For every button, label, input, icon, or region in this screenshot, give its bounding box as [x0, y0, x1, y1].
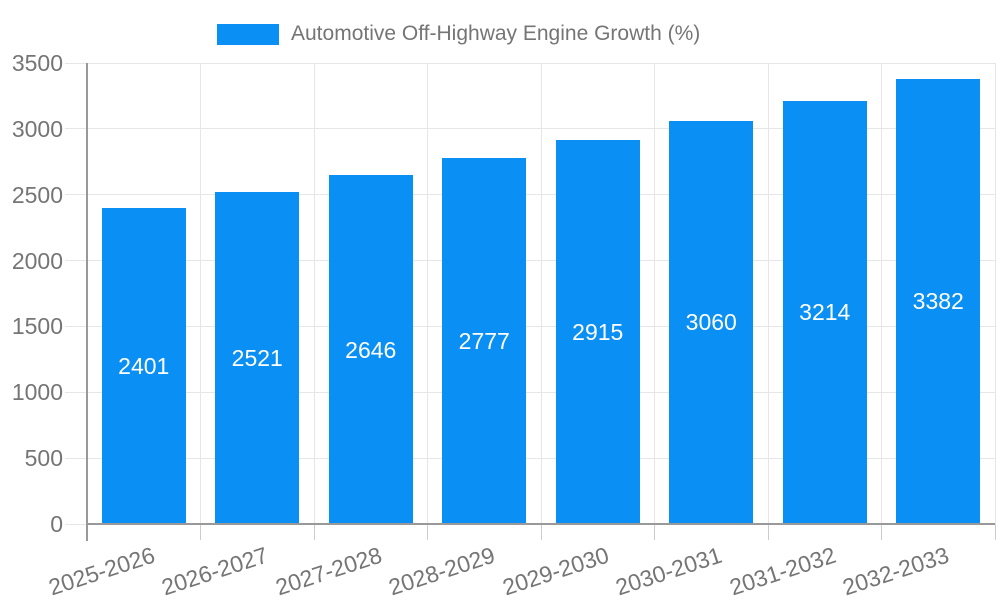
legend-label: Automotive Off-Highway Engine Growth (%): [291, 22, 701, 45]
gridline-horizontal: [65, 391, 995, 393]
bar-value-label: 3214: [799, 299, 851, 326]
bar-2025-2026[interactable]: [101, 207, 186, 524]
gridline-vertical: [881, 63, 882, 524]
y-axis-tick-label: 2000: [11, 247, 63, 274]
gridline-horizontal: [65, 128, 995, 130]
gridline-vertical: [540, 63, 542, 524]
gridline-horizontal: [65, 194, 995, 196]
gridline-vertical: [313, 63, 315, 524]
gridline-horizontal: [65, 325, 995, 327]
gridline-vertical: [200, 63, 201, 524]
bar-value-label: 3382: [912, 288, 964, 315]
x-axis-line: [87, 523, 995, 525]
x-axis-tick: [881, 524, 882, 540]
x-axis-tick: [540, 524, 542, 540]
x-axis-tick: [767, 524, 769, 540]
bar-value-label: 3060: [685, 309, 737, 336]
y-axis-tick-label: 500: [24, 445, 63, 472]
gridline-vertical: [994, 63, 996, 524]
x-axis-tick: [994, 524, 996, 540]
bar-2027-2028[interactable]: [328, 175, 413, 524]
x-axis-tick: [200, 524, 201, 540]
bar-2029-2030[interactable]: [555, 140, 640, 524]
y-axis-line: [86, 63, 88, 541]
legend[interactable]: Automotive Off-Highway Engine Growth (%): [217, 22, 700, 46]
y-axis-tick-label: 1500: [11, 313, 63, 340]
bar-2030-2031[interactable]: [669, 120, 754, 524]
legend-swatch-icon: [217, 23, 279, 45]
y-axis-tick-label: 0: [50, 511, 63, 537]
x-axis-tick: [654, 524, 655, 540]
gridline-vertical: [654, 63, 655, 524]
y-axis-tick-label: 3000: [11, 115, 63, 142]
x-axis-tick: [313, 524, 315, 540]
x-axis-tick: [427, 524, 428, 540]
gridline-horizontal: [65, 260, 995, 262]
bar-value-label: 2646: [345, 336, 397, 363]
bar-value-label: 2521: [231, 344, 283, 371]
bar-2026-2027[interactable]: [215, 191, 300, 524]
y-axis-tick-label: 1000: [11, 379, 63, 406]
gridline-horizontal: [65, 62, 995, 64]
bar-value-label: 2915: [572, 319, 624, 346]
y-axis-tick-label: 3500: [11, 50, 63, 76]
bar-value-label: 2777: [458, 328, 510, 355]
gridline-vertical: [767, 63, 769, 524]
y-axis-tick-label: 2500: [11, 181, 63, 208]
bar-2028-2029[interactable]: [442, 158, 527, 524]
bar-2032-2033[interactable]: [896, 78, 981, 524]
gridline-vertical: [427, 63, 428, 524]
bar-value-label: 2401: [118, 352, 170, 379]
gridline-horizontal: [65, 457, 995, 459]
bar-2031-2032[interactable]: [782, 100, 867, 524]
